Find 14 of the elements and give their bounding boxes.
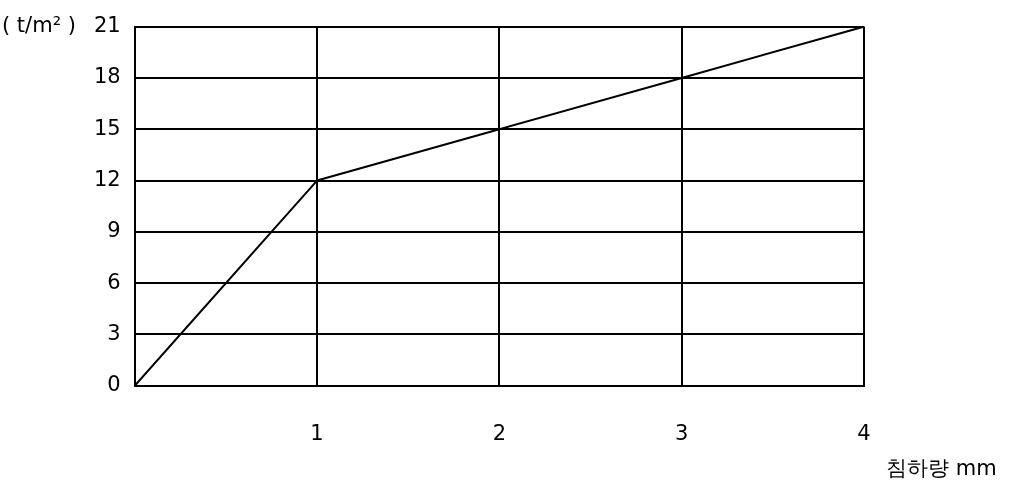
x-axis-title: 침하량 mm <box>886 456 997 481</box>
x-tick-label: 2 <box>492 420 507 445</box>
y-tick-label: 18 <box>93 64 121 89</box>
y-tick-label: 12 <box>93 167 121 191</box>
y-tick-label: 3 <box>107 320 121 345</box>
x-tick-label: 1 <box>310 420 324 445</box>
x-tick-label: 3 <box>674 420 689 445</box>
y-tick-label: 0 <box>107 372 121 397</box>
y-tick-label: 21 <box>93 13 121 38</box>
y-tick-label: 6 <box>107 269 121 294</box>
y-axis-title: ( t/m² ) <box>2 13 76 38</box>
y-tick-label: 9 <box>107 218 121 243</box>
x-tick-label: 4 <box>857 420 871 445</box>
y-tick-label: 15 <box>93 115 121 140</box>
